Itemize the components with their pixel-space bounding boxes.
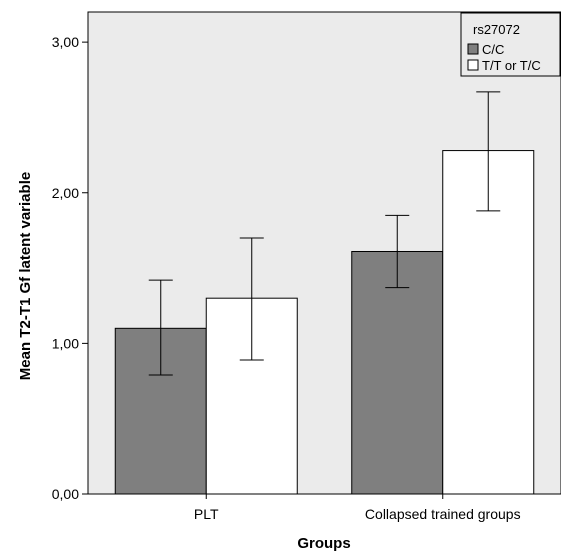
- legend-swatch: [467, 43, 479, 55]
- x-tick-label: PLT: [194, 506, 219, 522]
- legend-label: T/T or T/C: [482, 58, 541, 73]
- y-tick-label: 2,00: [52, 185, 79, 201]
- x-tick-label: Collapsed trained groups: [365, 506, 521, 522]
- y-axis-title: Mean T2-T1 Gf latent variable: [17, 172, 34, 380]
- y-axis: 0,00 1,00 2,00 3,00: [52, 34, 88, 502]
- y-tick-label: 0,00: [52, 486, 79, 502]
- legend: rs27072 C/CT/T or T/C: [460, 12, 561, 77]
- bar: [351, 250, 444, 495]
- y-tick-label: 3,00: [52, 34, 79, 50]
- legend-label: C/C: [482, 42, 504, 57]
- legend-title: rs27072: [473, 22, 520, 37]
- legend-swatch: [467, 59, 479, 71]
- error-bars: [148, 91, 501, 376]
- x-axis-title: Groups: [297, 535, 350, 552]
- x-axis: PLT Collapsed trained groups: [194, 494, 521, 522]
- legend-items: C/CT/T or T/C: [467, 42, 541, 73]
- y-tick-label: 1,00: [52, 335, 79, 351]
